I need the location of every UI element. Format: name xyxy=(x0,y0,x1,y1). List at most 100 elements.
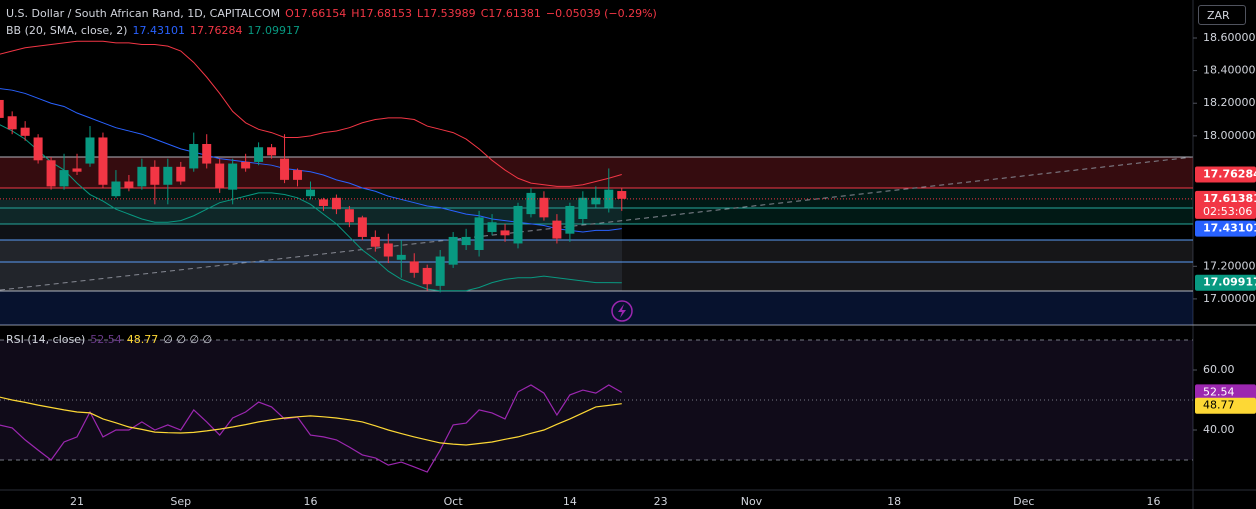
candle-body xyxy=(85,137,95,164)
candle-body xyxy=(111,181,121,197)
symbol-title: U.S. Dollar / South African Rand, 1D, CA… xyxy=(6,7,281,20)
candle-body xyxy=(176,166,186,182)
candle-body xyxy=(565,205,575,234)
indicator-title: BB (20, SMA, close, 2) xyxy=(6,24,128,37)
x-tick-label: 18 xyxy=(887,495,901,508)
candle-body xyxy=(59,170,69,187)
legend-low: 17.53989 xyxy=(423,7,476,20)
candle-body xyxy=(435,256,445,286)
candle-body xyxy=(293,170,303,180)
resistance-zone xyxy=(0,157,1193,188)
x-tick-label: Sep xyxy=(170,495,191,508)
candle-body xyxy=(474,217,484,250)
candle-body xyxy=(370,236,380,247)
rsi-line xyxy=(0,396,622,446)
candle-body xyxy=(357,217,367,237)
y-tick-label: 18.40000 xyxy=(1203,64,1256,77)
legend-prefix: L xyxy=(417,7,424,20)
y-tick-label: 18.20000 xyxy=(1203,96,1256,109)
indicator-value: 17.43101 xyxy=(132,24,185,37)
legend-change: −0.05039 (−0.29%) xyxy=(545,7,657,20)
y-tick-label: 60.00 xyxy=(1203,363,1235,376)
candle-body xyxy=(202,143,212,164)
candle-body xyxy=(189,143,199,169)
candle-body xyxy=(617,191,627,199)
lower-band-tag-label: 17.09917 xyxy=(1203,276,1256,289)
x-tick-label: 23 xyxy=(654,495,668,508)
alert-circle xyxy=(611,300,633,322)
x-tick-label: 16 xyxy=(303,495,317,508)
candle-body xyxy=(422,267,432,285)
candle-body xyxy=(267,147,277,156)
candle-body xyxy=(98,137,108,185)
trend-line xyxy=(0,156,1194,291)
currency-button[interactable]: ZAR xyxy=(1198,5,1246,25)
y-tick-label: 40.00 xyxy=(1203,423,1235,436)
candle-body xyxy=(150,166,160,185)
demand-zone xyxy=(0,291,1193,325)
candle-body xyxy=(318,199,328,206)
candle-body xyxy=(124,181,134,189)
candle-body xyxy=(552,220,562,239)
x-tick-label: Oct xyxy=(444,495,464,508)
x-tick-label: 16 xyxy=(1147,495,1161,508)
rsi-tag-label: 52.54 xyxy=(1203,385,1235,398)
candle-body xyxy=(228,163,238,190)
candle-body xyxy=(305,189,315,197)
last-price-tag xyxy=(1195,190,1256,219)
indicator-legend: BB (20, SMA, close, 2) 17.43101 17.76284 17… xyxy=(6,24,305,37)
candle-body xyxy=(500,230,510,236)
legend-open: 17.66154 xyxy=(293,7,347,20)
candle-body xyxy=(46,160,56,187)
candle-body xyxy=(448,236,458,265)
upper-band-tag-label: 17.76284 xyxy=(1203,168,1256,181)
candle-body xyxy=(578,197,588,220)
rsi-tag xyxy=(1195,384,1256,401)
legend-close: 17.61381 xyxy=(488,7,541,20)
legend-prefix: O xyxy=(285,7,294,20)
candle-body xyxy=(383,243,393,257)
indicator-value: 17.76284 xyxy=(189,24,243,37)
candle-body xyxy=(137,166,147,187)
y-tick-label: 18.60000 xyxy=(1203,31,1256,44)
candle-body xyxy=(591,197,601,205)
y-tick-label: 17.20000 xyxy=(1203,259,1256,272)
candle-body xyxy=(487,222,497,233)
rsi-tag xyxy=(1195,397,1256,414)
rsi-placeholder: ∅ ∅ ∅ ∅ xyxy=(163,333,213,346)
x-tick-label: Dec xyxy=(1013,495,1034,508)
basis-tag-label: 17.43101 xyxy=(1203,222,1256,235)
candle-body xyxy=(215,163,225,189)
last-price-tag-label: 17.61381 xyxy=(1203,192,1256,205)
rsi-tag-label: 48.77 xyxy=(1203,399,1235,412)
candle-body xyxy=(513,205,523,244)
alert-icon xyxy=(611,300,633,322)
candle-body xyxy=(72,168,82,172)
upper-band-tag xyxy=(1195,166,1256,183)
basis-tag xyxy=(1195,220,1256,237)
legend-prefix: C xyxy=(480,7,489,20)
candle-body xyxy=(331,197,341,210)
legend-high: 17.68153 xyxy=(359,7,413,20)
legend-prefix: H xyxy=(351,7,360,20)
candle-body xyxy=(539,197,549,218)
candle-body xyxy=(344,209,354,223)
alert-bolt xyxy=(618,304,626,318)
x-tick-label: 21 xyxy=(70,495,84,508)
candle-body xyxy=(409,261,419,273)
candle-body xyxy=(280,158,290,180)
candle-body xyxy=(7,116,17,130)
candle-body xyxy=(396,254,406,260)
indicator-value: 17.09917 xyxy=(247,24,300,37)
candle-body xyxy=(0,99,4,118)
candle-body xyxy=(604,189,614,208)
rsi-value: 52.54 xyxy=(90,333,122,346)
band-line xyxy=(0,124,622,292)
candle-body xyxy=(20,127,30,136)
x-tick-label: 14 xyxy=(563,495,577,508)
rsi-ma-value: 48.77 xyxy=(126,333,159,346)
support-zone xyxy=(0,188,1193,224)
countdown: 02:53:06 xyxy=(1203,205,1252,218)
